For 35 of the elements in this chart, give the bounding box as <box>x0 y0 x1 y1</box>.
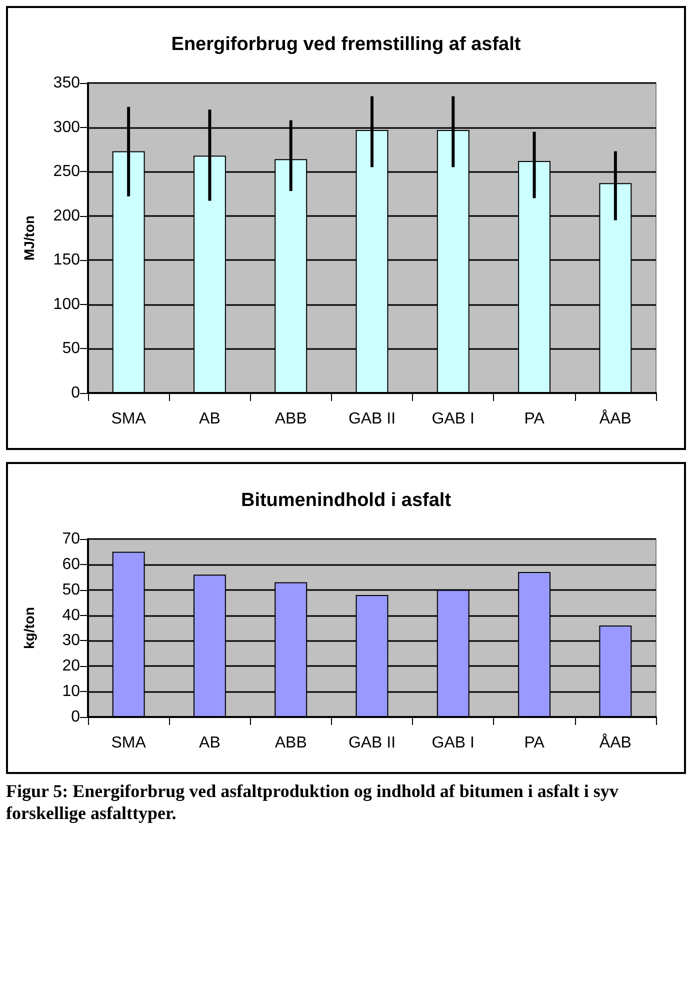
y-axis-title: kg/ton <box>21 607 37 649</box>
y-tick-label: 200 <box>53 207 80 224</box>
x-tick-label: ABB <box>274 734 307 752</box>
y-tick-label: 350 <box>53 74 80 92</box>
y-tick-label: 150 <box>53 252 80 269</box>
text: Figur 5: Energiforbrug ved asfaltproduktion og indhold af bitumen i asfalt i syv forskellige asfalttyper. <box>6 780 620 824</box>
y-tick-label: 300 <box>53 118 80 136</box>
y-tick-label: 10 <box>62 683 80 700</box>
x-tick-label: ÅAB <box>599 734 632 752</box>
x-tick-label: ABB <box>274 410 307 428</box>
x-tick-label: SMA <box>111 410 146 428</box>
y-tick-label: 30 <box>62 632 80 650</box>
chart-title: Energiforbrug ved fremstilling af asfalt <box>171 34 522 55</box>
y-tick-label: 250 <box>53 163 80 180</box>
y-tick-label: 50 <box>62 340 80 358</box>
y-tick-label: 60 <box>62 556 80 573</box>
x-tick-label: AB <box>199 410 220 428</box>
x-tick-label: GAB II <box>348 734 396 752</box>
y-tick-label: 0 <box>71 708 80 726</box>
x-tick-label: PA <box>524 734 545 752</box>
y-tick-label: 20 <box>62 658 80 675</box>
chart-title: Bitumenindhold i asfalt <box>240 490 452 511</box>
x-tick-label: ÅAB <box>599 410 632 428</box>
y-tick-label: 0 <box>71 384 80 402</box>
y-tick-label: 100 <box>53 296 80 313</box>
y-tick-label: 40 <box>62 606 80 624</box>
y-tick-label: 70 <box>62 530 80 548</box>
x-tick-label: GAB I <box>432 410 474 428</box>
y-axis-title: MJ/ton <box>21 215 37 261</box>
x-tick-label: SMA <box>111 734 146 752</box>
y-tick-label: 50 <box>62 581 80 598</box>
x-tick-label: GAB II <box>348 410 396 428</box>
x-tick-label: AB <box>199 734 220 752</box>
x-tick-label: GAB I <box>432 734 474 752</box>
x-tick-label: PA <box>524 410 545 428</box>
